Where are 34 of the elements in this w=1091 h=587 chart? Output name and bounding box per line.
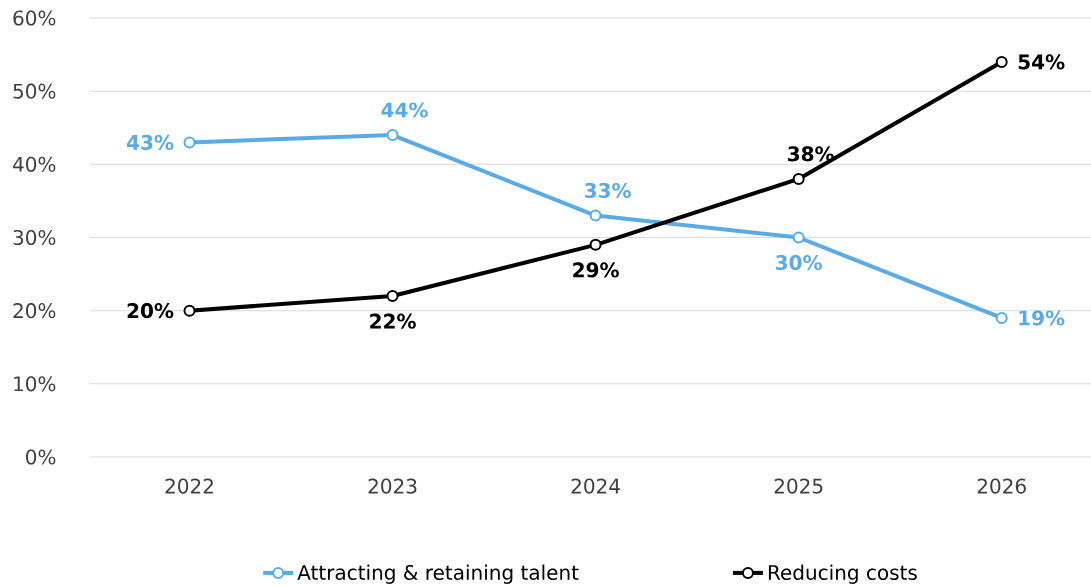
x-tick-label: 2023 — [368, 478, 417, 494]
y-tick-label: 10% — [14, 376, 56, 392]
data-label: 19% — [1019, 310, 1065, 326]
y-tick-label: 60% — [13, 10, 56, 26]
legend-label: Reducing costs — [768, 564, 917, 584]
point — [589, 209, 602, 222]
y-tick-label: 30% — [13, 229, 56, 246]
data-label: 30% — [776, 255, 822, 271]
data-label: 43% — [126, 134, 174, 150]
legend-label: Attracting & retaining talent — [297, 564, 579, 584]
data-label: 20% — [127, 303, 174, 319]
point — [589, 238, 602, 251]
y-tick-label: 50% — [13, 83, 56, 99]
data-label: 38% — [788, 146, 834, 162]
data-label: 44% — [381, 102, 428, 118]
point — [995, 311, 1008, 324]
y-tick-label: 0% — [26, 449, 56, 465]
y-tick-label: 40% — [12, 156, 56, 172]
data-label: 29% — [573, 262, 619, 278]
point — [183, 136, 196, 149]
data-label: 33% — [585, 182, 631, 199]
point — [792, 172, 805, 185]
point — [995, 55, 1008, 68]
data-label: 22% — [370, 313, 416, 329]
y-tick-label: 20% — [13, 303, 56, 319]
x-tick-label: 2025 — [774, 478, 823, 494]
point — [183, 304, 196, 317]
point — [792, 231, 805, 244]
x-tick-label: 2026 — [977, 478, 1026, 494]
data-label: 54% — [1018, 54, 1065, 70]
point — [386, 290, 399, 303]
x-tick-label: 2022 — [165, 478, 213, 494]
point — [386, 129, 399, 142]
x-tick-label: 2024 — [571, 478, 620, 494]
